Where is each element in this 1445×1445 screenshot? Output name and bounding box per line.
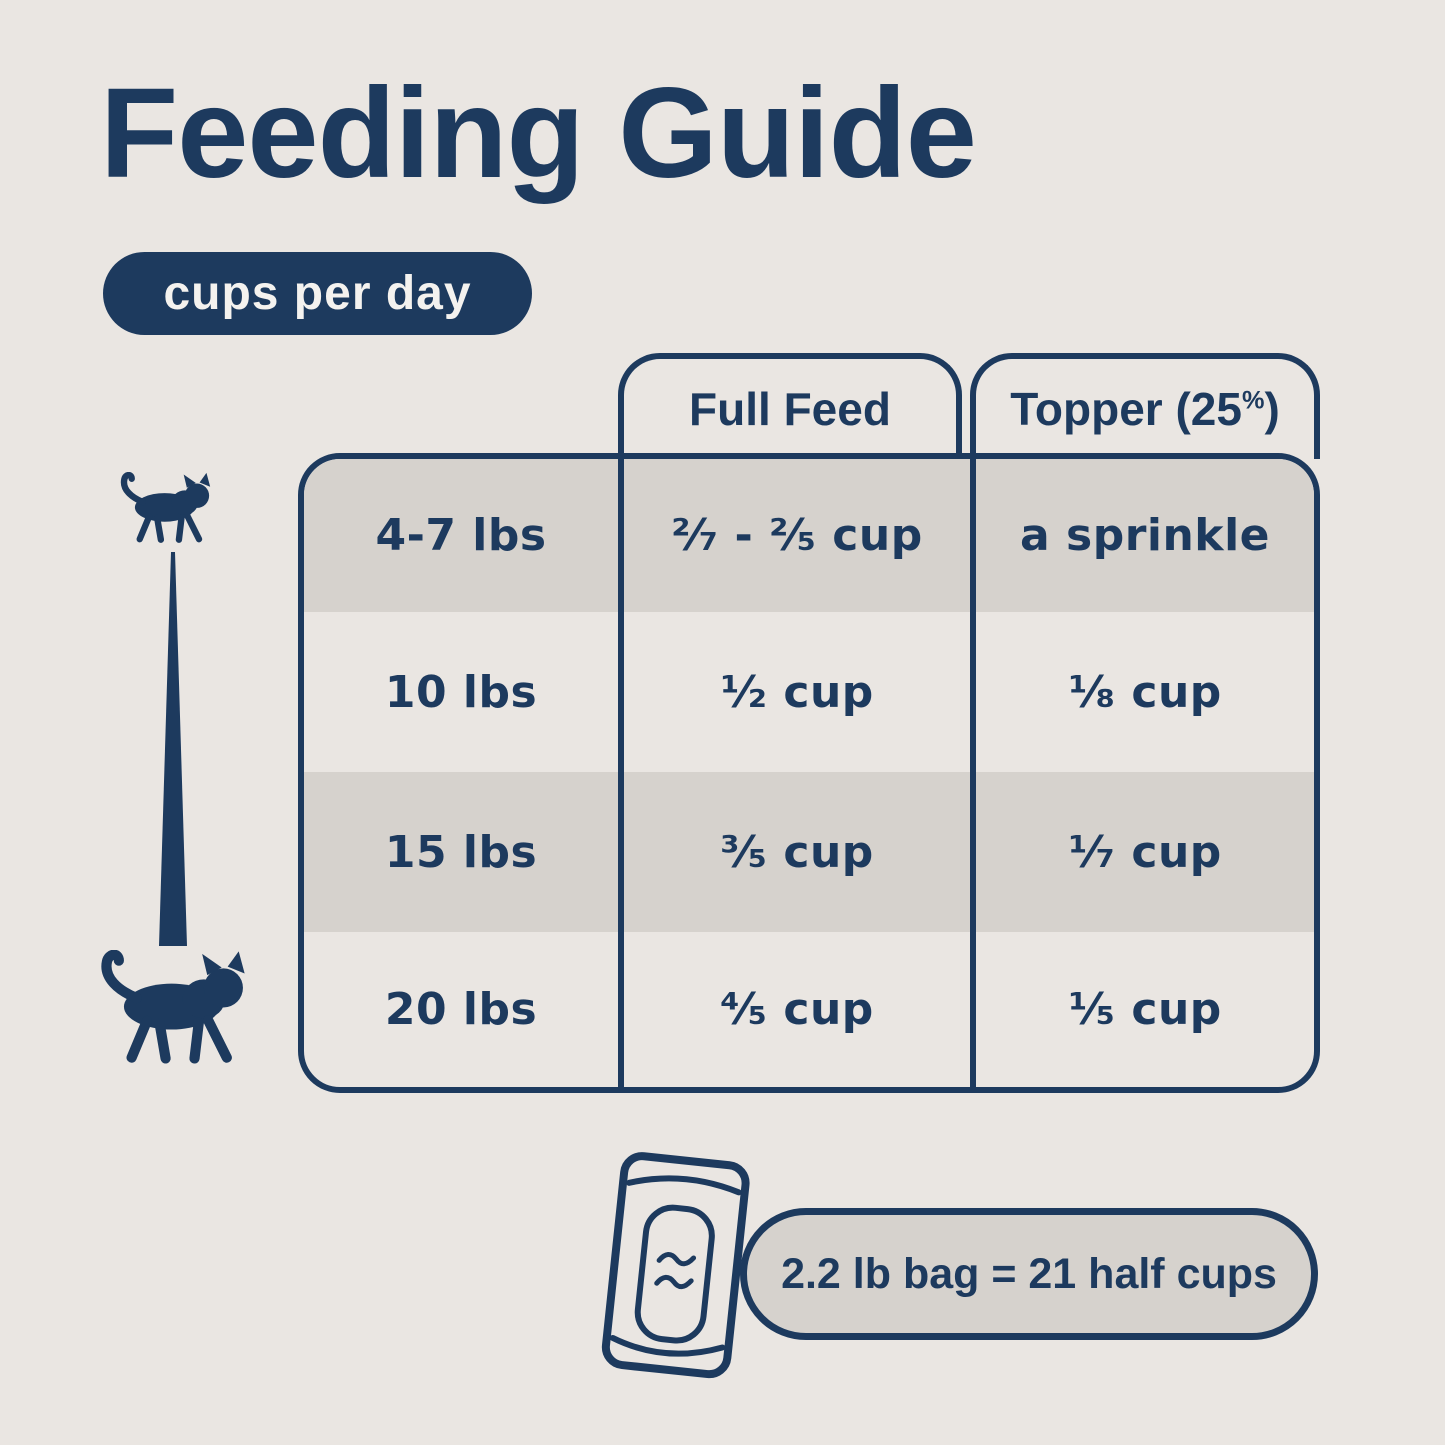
percent-superscript: %	[1241, 386, 1265, 415]
table-row: 15 lbs ³⁄₅ cup ¹⁄₇ cup	[304, 772, 1314, 932]
full-feed-label: Full Feed	[689, 383, 891, 435]
weight-cell: 15 lbs	[384, 826, 538, 878]
topper-cell: ¹⁄₇ cup	[970, 772, 1314, 932]
topper-label: Topper (25%)	[1010, 383, 1280, 435]
table-row: 4-7 lbs ²⁄₇ - ²⁄₅ cup a sprinkle	[304, 459, 1314, 612]
full-feed-cell: ³⁄₅ cup	[618, 772, 970, 932]
small-cat-icon	[120, 472, 211, 543]
full-feed-cell: ²⁄₇ - ²⁄₅ cup	[618, 459, 970, 612]
table-row: 20 lbs ⁴⁄₅ cup ¹⁄₅ cup	[304, 932, 1314, 1087]
food-bag-icon	[601, 1152, 750, 1379]
weight-cell: 4-7 lbs	[375, 510, 547, 561]
weight-cell: 10 lbs	[384, 666, 538, 718]
weight-cell: 20 lbs	[384, 984, 538, 1035]
feeding-table-body: 4-7 lbs ²⁄₇ - ²⁄₅ cup a sprinkle 10 lbs ¹⁄₂ …	[298, 453, 1320, 1093]
bag-yield-text: 2.2 lb bag = 21 half cups	[781, 1249, 1277, 1298]
cat-size-scale-wedge	[159, 552, 187, 946]
column-header-topper: Topper (25%)	[970, 353, 1320, 459]
topper-cell: ¹⁄₅ cup	[970, 932, 1314, 1087]
full-feed-cell: ¹⁄₂ cup	[618, 612, 970, 772]
cups-per-day-badge: cups per day	[103, 252, 532, 335]
bag-yield-note: 2.2 lb bag = 21 half cups	[740, 1208, 1318, 1340]
cups-per-day-label: cups per day	[163, 267, 472, 320]
large-cat-icon	[101, 950, 245, 1064]
topper-cell: a sprinkle	[970, 459, 1314, 612]
table-row: 10 lbs ¹⁄₂ cup ¹⁄₈ cup	[304, 612, 1314, 772]
topper-cell: ¹⁄₈ cup	[970, 612, 1314, 772]
full-feed-cell: ⁴⁄₅ cup	[618, 932, 970, 1087]
column-header-full-feed: Full Feed	[618, 353, 962, 459]
page-title: Feeding Guide	[100, 62, 977, 205]
feeding-table: Full Feed Topper (25%) 4-7 lbs ²⁄₇ - ²⁄₅ …	[298, 353, 1320, 1093]
